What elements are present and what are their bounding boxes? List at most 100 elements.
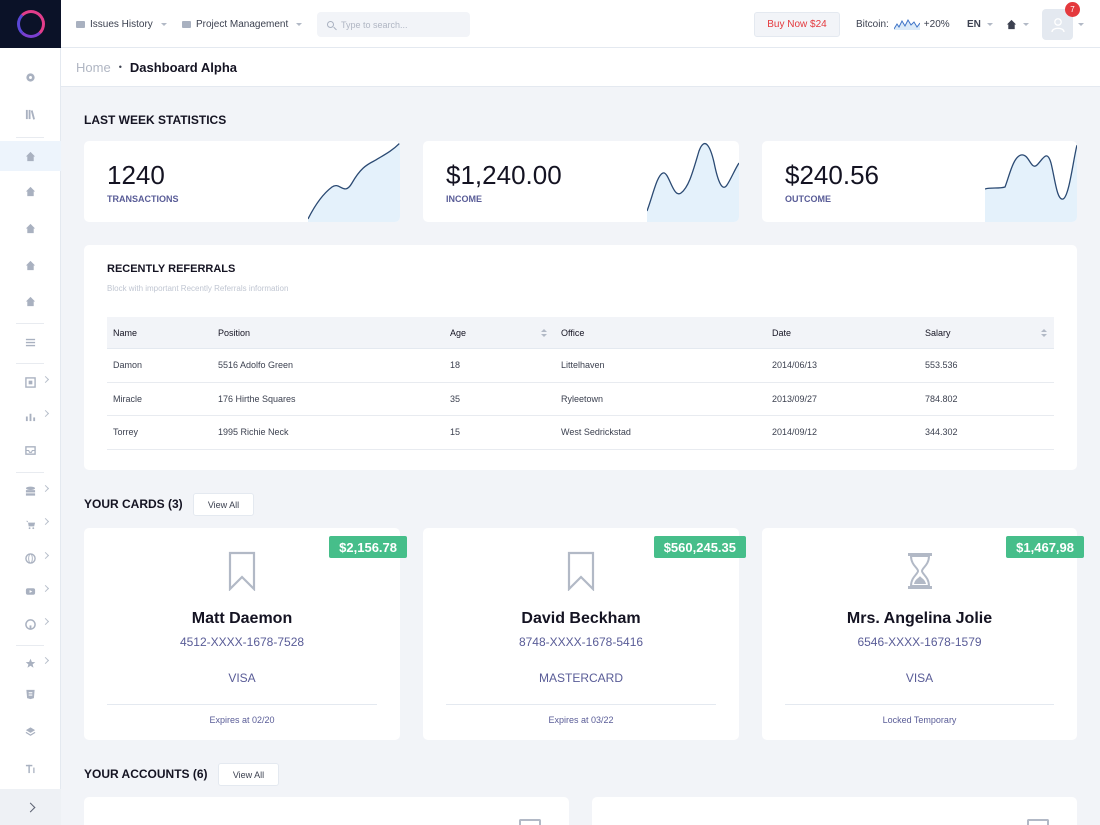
cart-icon	[25, 520, 36, 529]
column-header-name[interactable]: Name	[113, 327, 138, 338]
cell-age: 18	[450, 360, 461, 371]
search-icon	[327, 21, 334, 28]
sidebar-item-github[interactable]	[0, 609, 61, 639]
buy-now-button[interactable]: Buy Now $24	[754, 12, 840, 37]
card-type: VISA	[905, 671, 934, 685]
caret-down-icon	[1078, 23, 1084, 26]
sidebar-item-favorites[interactable]	[0, 648, 61, 678]
sidebar-item-dashboard-gamma[interactable]	[0, 213, 61, 243]
accounts-section-title: YOUR ACCOUNTS (6)	[84, 767, 208, 781]
cell-name: Torrey	[113, 427, 139, 438]
cell-date: 2014/06/13	[772, 360, 818, 371]
transactions-sparkline	[308, 142, 400, 222]
sidebar-item-typography[interactable]	[0, 753, 61, 783]
column-header-age[interactable]: Age	[450, 327, 467, 338]
cards-section-title: YOUR CARDS (3)	[84, 497, 183, 511]
sidebar-item-dashboard-analytics[interactable]	[0, 286, 61, 316]
home-icon	[1006, 19, 1017, 29]
cell-position: 1995 Richie Neck	[218, 427, 289, 438]
sidebar-item-shop[interactable]	[0, 509, 61, 539]
text-height-icon	[25, 764, 35, 773]
cards-view-all-button[interactable]: View All	[193, 493, 254, 516]
table-row[interactable]: Torrey 1995 Richie Neck 15 West Sedricks…	[107, 416, 1054, 450]
referrals-subtitle: Block with important Recently Referrals …	[107, 284, 289, 293]
credit-card[interactable]: $2,156.78 Matt Daemon 4512-XXXX-1678-752…	[84, 528, 407, 740]
sidebar-item-database[interactable]	[0, 476, 61, 506]
bookmark-icon	[567, 551, 595, 591]
sidebar-item-settings[interactable]	[0, 62, 61, 92]
account-card[interactable]	[592, 797, 1077, 825]
sidebar-item-web[interactable]	[0, 543, 61, 573]
column-header-position[interactable]: Position	[218, 327, 251, 338]
sidebar-item-html[interactable]	[0, 679, 61, 709]
sidebar-item-mail[interactable]	[0, 435, 61, 465]
sidebar-item-apps[interactable]	[0, 367, 61, 397]
cell-position: 176 Hirthe Squares	[218, 393, 296, 404]
breadcrumb-home-link[interactable]: Home	[76, 59, 111, 75]
sidebar-item-menu[interactable]	[0, 327, 61, 357]
bitcoin-ticker[interactable]: Bitcoin: +20%	[856, 0, 950, 48]
account-card[interactable]	[84, 797, 569, 825]
stat-value: 1240	[107, 160, 165, 190]
card-number: 8748-XXXX-1678-5416	[518, 635, 644, 649]
language-label: EN	[967, 18, 981, 30]
credit-card[interactable]: $560,245.35 David Beckham 8748-XXXX-1678…	[423, 528, 746, 740]
sidebar-collapse-toggle[interactable]	[0, 789, 61, 825]
stat-label: INCOME	[446, 194, 482, 204]
cell-date: 2013/09/27	[772, 393, 818, 404]
search-box	[317, 12, 470, 37]
column-header-salary[interactable]: Salary	[925, 327, 951, 338]
account-icon	[1027, 819, 1049, 825]
sidebar-item-dashboard-beta[interactable]	[0, 176, 61, 206]
chevron-right-icon	[41, 517, 50, 526]
sidebar-item-library[interactable]	[0, 99, 61, 129]
app-window-icon	[25, 376, 36, 388]
sidebar-item-charts[interactable]	[0, 401, 61, 431]
breadcrumb-current: Dashboard Alpha	[129, 59, 237, 75]
referrals-title: RECENTLY REFERRALS	[107, 263, 236, 275]
app-logo[interactable]	[0, 0, 61, 48]
globe-icon	[25, 552, 36, 564]
stat-value: $240.56	[785, 160, 879, 190]
stat-card-outcome: $240.56 OUTCOME	[762, 141, 1077, 222]
stat-label: OUTCOME	[785, 194, 831, 204]
bar-chart-icon	[25, 413, 36, 421]
project-management-dropdown[interactable]: Project Management	[182, 0, 303, 48]
caret-down-icon	[296, 22, 303, 26]
sidebar-divider	[16, 645, 44, 646]
stat-value: $1,240.00	[446, 160, 562, 190]
cell-salary: 784.802	[925, 393, 958, 404]
bitcoin-change: +20%	[923, 18, 950, 30]
referrals-table: Name Position Age Office Date Salary Dam…	[107, 317, 1054, 450]
home-dropdown[interactable]	[1006, 0, 1029, 48]
project-management-label: Project Management	[196, 18, 289, 30]
chevron-right-icon	[41, 617, 50, 626]
youtube-icon	[25, 587, 36, 595]
column-header-date[interactable]: Date	[772, 327, 792, 338]
sidebar-item-dashboard-crypto[interactable]	[0, 250, 61, 280]
card-type: MASTERCARD	[538, 671, 623, 685]
card-holder-name: Matt Daemon	[191, 610, 293, 627]
column-header-office[interactable]: Office	[561, 327, 585, 338]
sidebar-item-youtube[interactable]	[0, 576, 61, 606]
income-sparkline	[647, 143, 739, 222]
table-row[interactable]: Damon 5516 Adolfo Green 18 Littelhaven 2…	[107, 349, 1054, 383]
chevron-right-icon	[25, 802, 36, 812]
gear-icon	[26, 72, 35, 82]
logo-ring-icon	[16, 10, 45, 38]
sidebar-item-dashboard-alpha[interactable]	[0, 141, 61, 171]
accounts-view-all-button[interactable]: View All	[218, 763, 279, 786]
outcome-sparkline	[985, 144, 1077, 222]
cell-date: 2014/09/12	[772, 427, 818, 438]
credit-card[interactable]: $1,467,98 Mrs. Angelina Jolie 6546-XXXX-…	[762, 528, 1084, 740]
card-number: 4512-XXXX-1678-7528	[179, 635, 305, 649]
sidebar-divider	[16, 323, 44, 324]
sidebar-item-layers[interactable]	[0, 716, 61, 746]
home-icon	[25, 223, 36, 233]
table-row[interactable]: Miracle 176 Hirthe Squares 35 Ryleetown …	[107, 383, 1054, 416]
issues-history-dropdown[interactable]: Issues History	[76, 0, 167, 48]
cell-salary: 344.302	[925, 427, 958, 438]
bookmark-icon	[228, 551, 256, 591]
search-input[interactable]	[341, 19, 461, 30]
language-dropdown[interactable]: EN	[967, 0, 993, 48]
